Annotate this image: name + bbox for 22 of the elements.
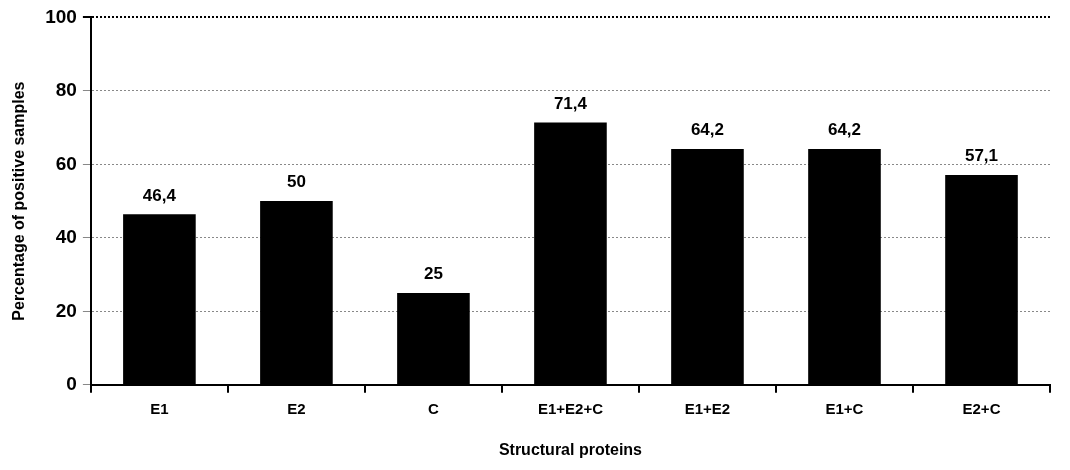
x-tick-label: C <box>428 399 440 417</box>
y-tick-label: 0 <box>66 373 77 395</box>
y-tick-label: 100 <box>45 5 77 27</box>
x-tick-label: E1 <box>150 399 169 417</box>
data-label: 64,2 <box>690 120 725 140</box>
y-axis-title: Percentage of positive samples <box>10 81 28 321</box>
data-label: 57,1 <box>964 146 999 166</box>
y-tick-label: 40 <box>55 226 77 248</box>
data-label: 46,4 <box>142 185 177 205</box>
x-tick-label: E2+C <box>962 399 1001 417</box>
y-tick-label: 20 <box>55 299 77 321</box>
data-label: 64,2 <box>827 120 862 140</box>
y-tick-label: 80 <box>55 79 77 101</box>
x-tick-label: E2 <box>287 399 306 417</box>
x-tick-label: E1+C <box>825 399 864 417</box>
data-label: 71,4 <box>553 93 588 113</box>
x-axis-title: Structural proteins <box>498 440 643 458</box>
x-tick-label: E1+E2+C <box>537 399 604 417</box>
data-label: 50 <box>286 172 306 192</box>
x-tick-label: E1+E2 <box>684 399 731 417</box>
data-label: 25 <box>423 264 443 284</box>
y-tick-label: 60 <box>55 152 77 174</box>
